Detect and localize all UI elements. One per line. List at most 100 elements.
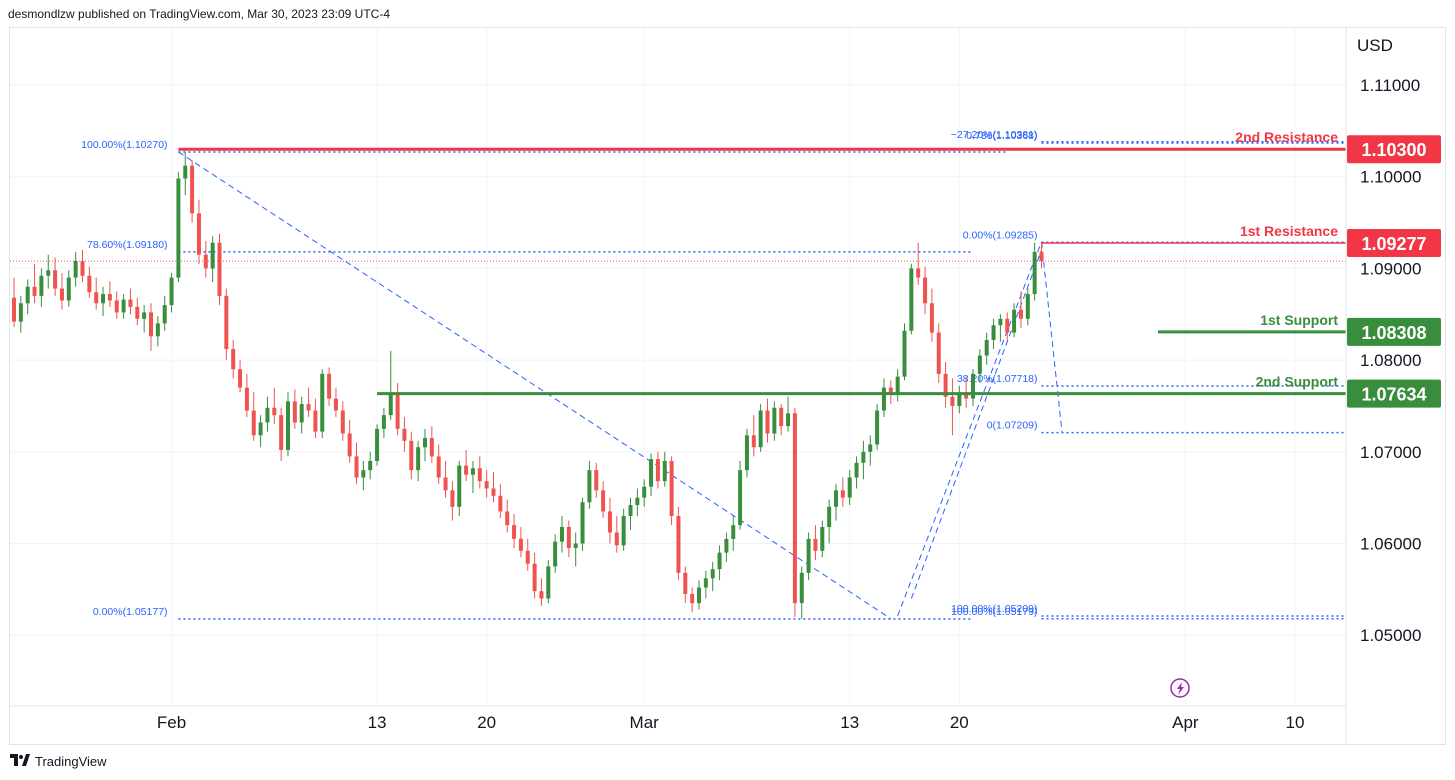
candle-body — [847, 477, 852, 498]
candle-body — [368, 460, 373, 471]
grid — [10, 28, 1346, 706]
price-tag: 1.07634 — [1347, 379, 1441, 408]
candle-body — [87, 275, 92, 293]
chart-frame[interactable] — [9, 27, 1446, 745]
candle-body — [169, 277, 174, 306]
candle-body — [546, 566, 551, 599]
candle-body — [450, 490, 455, 507]
candle-body — [258, 422, 263, 436]
candle-body — [532, 563, 537, 592]
candle-body — [614, 532, 619, 546]
candle-body — [375, 428, 380, 461]
candle-body — [395, 394, 400, 429]
candle-body — [313, 410, 318, 432]
candle-body — [114, 300, 119, 313]
candle-body — [662, 460, 667, 482]
candle-body — [628, 504, 633, 516]
fib-level-label: 0.00%(1.05177) — [93, 606, 168, 618]
candle-body — [491, 488, 496, 496]
x-tick-label: 10 — [1285, 713, 1304, 732]
tradingview-footer[interactable]: TradingView — [10, 754, 107, 769]
axes: USD 1.05000 1.06000 1.07000 1.08000 1.09000 1… — [10, 28, 1421, 744]
candle-body — [834, 490, 838, 507]
x-tick-label: Feb — [157, 713, 186, 732]
candle-body — [758, 410, 763, 448]
candle-body — [238, 369, 243, 388]
candle-body — [1039, 251, 1044, 262]
y-tick-label: 1.07000 — [1360, 443, 1421, 462]
fib-level-label: 100.00%(1.05179) — [951, 606, 1037, 618]
candle-body — [183, 165, 188, 179]
candle-body — [635, 497, 640, 505]
candlesticks — [12, 151, 1044, 619]
candle-body — [149, 312, 153, 337]
y-tick-label: 1.06000 — [1360, 535, 1421, 554]
candle-body — [279, 415, 284, 450]
candle-body — [59, 288, 64, 301]
candle-body — [436, 456, 441, 478]
candle-body — [306, 404, 311, 411]
event-marker-icon[interactable] — [1170, 678, 1190, 698]
candle-body — [744, 435, 749, 471]
price-tag: 1.08308 — [1347, 317, 1441, 346]
candle-body — [566, 526, 571, 549]
candle-body — [868, 444, 873, 452]
candle-body — [683, 572, 688, 594]
y-tick-label: 1.05000 — [1360, 626, 1421, 645]
candle-body — [676, 515, 681, 573]
publisher-header: desmondlzw published on TradingView.com,… — [8, 7, 390, 21]
candle-body — [327, 373, 332, 399]
candle-body — [916, 268, 921, 278]
candle-body — [18, 303, 23, 322]
price-tag-box — [1347, 135, 1441, 164]
candle-body — [888, 387, 893, 395]
candle-body — [512, 525, 517, 539]
candle-body — [66, 277, 71, 301]
candle-body — [388, 394, 393, 416]
candle-body — [607, 511, 612, 533]
price-tag: 1.09277 — [1347, 228, 1441, 257]
candle-body — [724, 538, 729, 553]
candle-body — [484, 481, 489, 489]
candle-body — [101, 294, 106, 304]
level-label: 2nd Resistance — [1235, 129, 1338, 145]
candle-body — [25, 286, 30, 304]
candle-body — [902, 330, 907, 377]
candle-body — [402, 428, 407, 441]
candle-body — [1018, 309, 1023, 319]
candle-body — [840, 490, 845, 498]
fib-trend-line — [1041, 241, 1063, 433]
candle-body — [943, 373, 948, 397]
candle-body — [710, 569, 715, 579]
candle-body — [539, 591, 544, 599]
support-resistance-levels: 2nd Resistance 1st Resistance 1st Support 2… — [178, 129, 1346, 396]
candle-body — [1025, 294, 1030, 319]
fib-level-label: 0(1.07209) — [987, 420, 1038, 432]
candle-body — [162, 305, 167, 324]
candle-body — [32, 286, 37, 296]
candle-body — [875, 410, 880, 445]
level-label: 1st Support — [1260, 312, 1338, 328]
price-tag-value: 1.10300 — [1361, 140, 1426, 160]
candle-body — [936, 332, 941, 374]
candle-body — [354, 456, 359, 478]
candle-body — [703, 578, 708, 588]
candle-body — [792, 413, 797, 604]
candle-body — [299, 404, 304, 423]
candle-body — [80, 261, 85, 276]
candle-body — [347, 433, 352, 457]
candle-body — [717, 552, 722, 570]
candle-body — [964, 392, 969, 399]
fib-level-label: 38.20%(1.07718) — [957, 373, 1038, 385]
candle-body — [580, 502, 585, 544]
fib-trend-line — [178, 151, 892, 620]
candle-body — [779, 407, 784, 427]
candle-body — [786, 413, 791, 427]
level-label: 2nd Support — [1256, 374, 1339, 390]
candle-body — [765, 410, 770, 434]
candle-body — [601, 490, 606, 512]
candle-body — [190, 165, 195, 214]
candle-body — [751, 435, 756, 448]
y-tick-label: 1.10000 — [1360, 168, 1421, 187]
